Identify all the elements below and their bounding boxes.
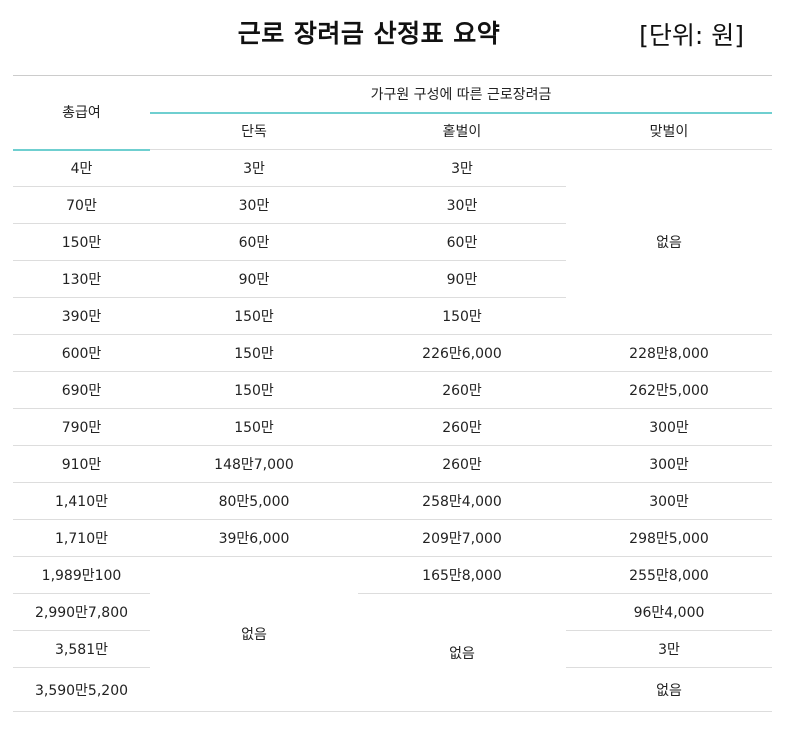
cell-total: 130만: [13, 260, 150, 298]
cell-single-earner: 260만: [358, 445, 566, 483]
cell-dual-earner: 262만5,000: [566, 371, 772, 409]
cell-single-earner: 165만8,000: [358, 556, 566, 594]
table-row: 130만 90만 90만: [13, 260, 772, 298]
cell-dual-earner: 96만4,000: [566, 593, 772, 631]
cell-single: 39만6,000: [150, 519, 358, 557]
cell-dual-earner: 없음: [566, 667, 772, 712]
cell-total: 910만: [13, 445, 150, 483]
header-single: 단독: [150, 112, 358, 150]
cell-total: 790만: [13, 408, 150, 446]
header-household-group: 가구원 구성에 따른 근로장려금: [150, 75, 772, 114]
cell-single: 3만: [150, 149, 358, 187]
cell-dual-none: 없음: [566, 149, 772, 335]
cell-single-earner-none: 없음: [358, 593, 566, 712]
table-row: 1,989만100 없음 165만8,000 255만8,000: [13, 556, 772, 712]
cell-dual-earner: 255만8,000: [566, 556, 772, 594]
table-row: 690만 150만 260만 262만5,000: [13, 371, 772, 409]
cell-total: 390만: [13, 297, 150, 335]
page-title: 근로 장려금 산정표 요약: [237, 19, 501, 48]
cell-single-earner: 60만: [358, 223, 566, 261]
cell-single: 150만: [150, 408, 358, 446]
cell-single-earner: 209만7,000: [358, 519, 566, 557]
cell-single-none: 없음: [150, 556, 358, 712]
cell-single-earner: 3만: [358, 149, 566, 187]
cell-dual-earner: 298만5,000: [566, 519, 772, 557]
cell-single-earner: 260만: [358, 371, 566, 409]
table-row: 1,410만 80만5,000 258만4,000 300만: [13, 482, 772, 520]
cell-total: 150만: [13, 223, 150, 261]
cell-total: 2,990만7,800: [13, 593, 150, 631]
unit-label: [단위: 원]: [639, 21, 744, 50]
table-row: 70만 30만 30만: [13, 186, 772, 224]
cell-single: 80만5,000: [150, 482, 358, 520]
cell-single-earner: 30만: [358, 186, 566, 224]
cell-total: 4만: [13, 149, 150, 187]
table-row: 3,581만 3만: [13, 630, 772, 668]
cell-single: 60만: [150, 223, 358, 261]
cell-dual-earner: 3만: [566, 630, 772, 668]
cell-single: 90만: [150, 260, 358, 298]
cell-total: 1,989만100: [13, 556, 150, 594]
cell-dual-earner: 228만8,000: [566, 334, 772, 372]
table-row: 3,590만5,200 없음: [13, 667, 772, 712]
cell-total: 1,710만: [13, 519, 150, 557]
cell-single-earner: 260만: [358, 408, 566, 446]
cell-total: 3,581만: [13, 630, 150, 668]
header-total-pay: 총급여: [13, 75, 150, 151]
cell-single-earner: 226만6,000: [358, 334, 566, 372]
cell-total: 600만: [13, 334, 150, 372]
table-row: 4만 3만 3만 없음: [13, 149, 772, 335]
table-row: 390만 150만 150만: [13, 297, 772, 335]
cell-single: 150만: [150, 371, 358, 409]
cell-single: 148만7,000: [150, 445, 358, 483]
table-row: 2,990만7,800 없음 96만4,000: [13, 593, 772, 712]
cell-dual-earner: 300만: [566, 445, 772, 483]
cell-single-earner: 258만4,000: [358, 482, 566, 520]
header-single-earner: 홑벌이: [358, 112, 566, 150]
cell-dual-earner: 300만: [566, 482, 772, 520]
cell-dual-earner: 300만: [566, 408, 772, 446]
cell-single: 150만: [150, 334, 358, 372]
cell-total: 3,590만5,200: [13, 667, 150, 712]
cell-single-earner: 150만: [358, 297, 566, 335]
cell-single: 30만: [150, 186, 358, 224]
table-row: 1,710만 39만6,000 209만7,000 298만5,000: [13, 519, 772, 557]
cell-total: 690만: [13, 371, 150, 409]
incentive-table: 총급여 가구원 구성에 따른 근로장려금 단독 홑벌이 맞벌이 4만 3만 3만…: [13, 75, 772, 712]
cell-total: 1,410만: [13, 482, 150, 520]
header-dual-earner: 맞벌이: [566, 112, 772, 150]
table-row: 150만 60만 60만: [13, 223, 772, 261]
table-row: 910만 148만7,000 260만 300만: [13, 445, 772, 483]
cell-total: 70만: [13, 186, 150, 224]
table-row: 600만 150만 226만6,000 228만8,000: [13, 334, 772, 372]
table-row: 790만 150만 260만 300만: [13, 408, 772, 446]
cell-single-earner: 90만: [358, 260, 566, 298]
cell-single: 150만: [150, 297, 358, 335]
